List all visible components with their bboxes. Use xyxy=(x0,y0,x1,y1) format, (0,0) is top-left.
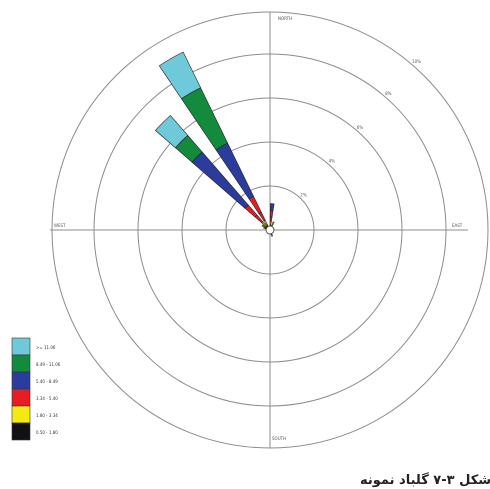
legend-label-1: >= 11.06 xyxy=(36,345,56,350)
legend-swatch-4 xyxy=(11,388,31,407)
ring-label-3: 6% xyxy=(357,125,364,130)
east-label: EAST xyxy=(452,223,463,228)
wedge-5-segment-2 xyxy=(269,220,272,226)
wedge-330-segment-7 xyxy=(158,51,201,100)
ring-labels: 2% 4% 6% 8% 10% xyxy=(300,59,421,197)
legend-label-2: 8.49 - 11.06 xyxy=(36,362,61,367)
legend: >= 11.06 8.49 - 11.06 5.40 - 8.49 3.34 - 5.… xyxy=(11,337,61,441)
ring-label-5: 10% xyxy=(412,59,421,64)
legend-swatch-2 xyxy=(11,354,31,373)
west-label: WEST xyxy=(54,223,66,228)
wedge-5-segment-3 xyxy=(269,216,273,222)
figure-caption: شکل ۳-۷ گلباد نمونه xyxy=(360,472,490,488)
legend-label-5: 1.80 - 3.34 xyxy=(36,413,58,418)
wind-wedges xyxy=(155,51,275,237)
legend-swatch-6 xyxy=(11,422,31,441)
wedge-315-segment-7 xyxy=(155,115,189,149)
south-label: SOUTH xyxy=(272,436,286,441)
wedge-5-segment-4 xyxy=(269,209,274,218)
legend-label-4: 3.34 - 5.40 xyxy=(36,396,58,401)
north-label: NORTH xyxy=(278,16,292,21)
ring-label-4: 8% xyxy=(385,91,392,96)
calm-center xyxy=(265,225,275,235)
ring-label-1: 2% xyxy=(300,192,307,197)
legend-swatch-5 xyxy=(11,405,31,424)
wedge-5-segment-5 xyxy=(270,203,275,211)
ring-label-2: 4% xyxy=(329,159,336,164)
wedge-25-segment-2 xyxy=(271,221,275,227)
wedge-160-segment-2 xyxy=(270,233,274,237)
legend-swatch-1 xyxy=(11,337,31,356)
legend-label-3: 5.40 - 8.49 xyxy=(36,379,58,384)
legend-label-6: 0.50 - 1.80 xyxy=(36,430,58,435)
legend-swatch-3 xyxy=(11,371,31,390)
